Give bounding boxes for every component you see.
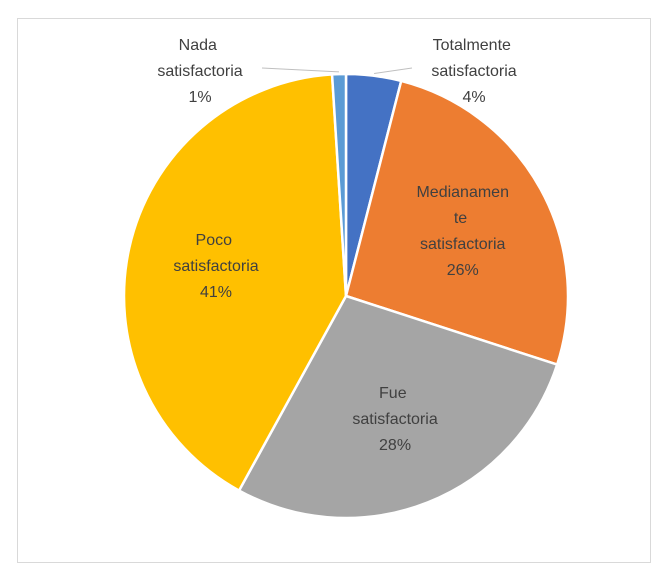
category-label: Medianamen te satisfactoria [416, 184, 509, 253]
label-line: satisfactoria [352, 411, 437, 428]
category-label: Totalmente satisfactoria [431, 37, 516, 80]
category-label: Poco satisfactoria [173, 232, 258, 275]
category-label: Fue satisfactoria [352, 385, 437, 428]
label-line: satisfactoria [173, 258, 258, 275]
label-line: Medianamen [416, 184, 509, 201]
value-label: 4% [462, 89, 485, 106]
category-label: Nada satisfactoria [157, 37, 242, 80]
value-label: 41% [200, 284, 232, 301]
label-line: te [454, 210, 472, 227]
label-line: Totalmente [433, 37, 516, 54]
pie-slice [122, 73, 348, 493]
label-line: Nada [179, 37, 222, 54]
value-label: 26% [447, 262, 479, 279]
value-label: 1% [188, 89, 211, 106]
label-line: satisfactoria [157, 63, 242, 80]
value-label: 28% [379, 437, 411, 454]
leader-line [261, 67, 339, 73]
label-line: Fue [379, 385, 411, 402]
pie-slice [344, 79, 570, 367]
label-line: satisfactoria [420, 236, 505, 253]
label-line: satisfactoria [431, 63, 516, 80]
label-line: Poco [196, 232, 237, 249]
pie-slice [330, 72, 348, 297]
leader-line [374, 67, 413, 75]
pie-slice [237, 294, 559, 520]
